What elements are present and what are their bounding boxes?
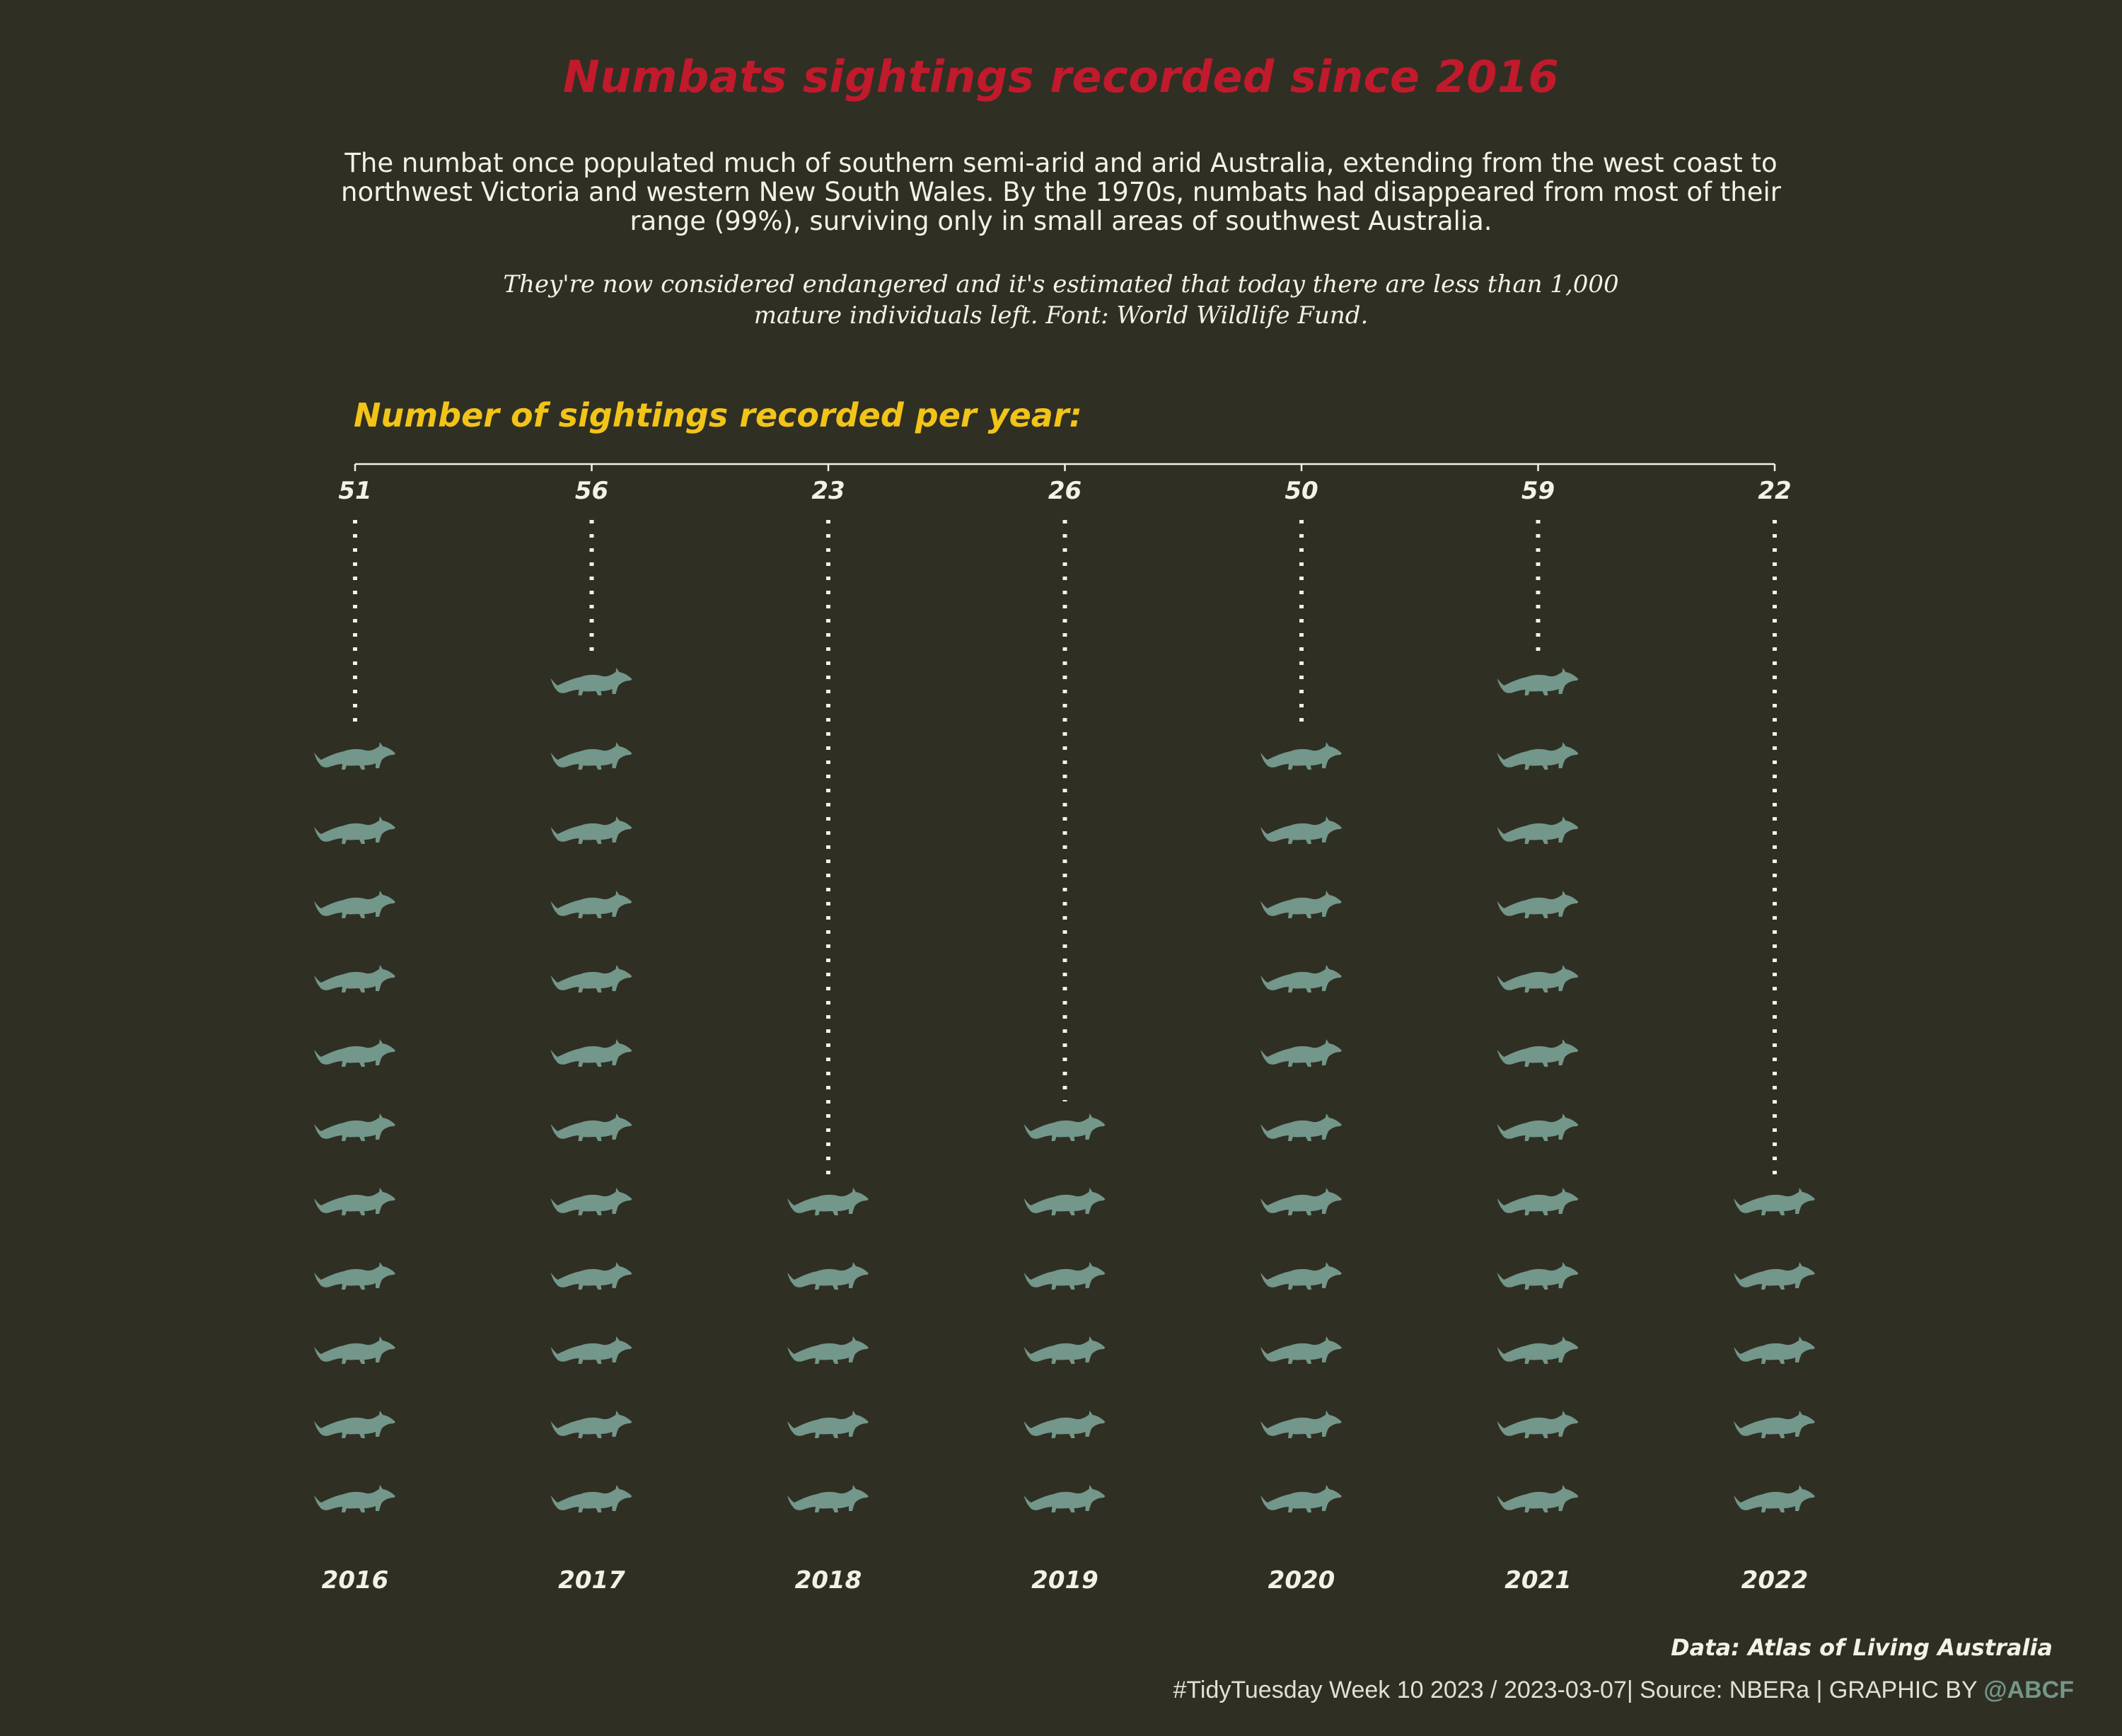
numbat-icon [314, 1039, 395, 1067]
year-label: 2021 [1504, 1566, 1572, 1595]
numbat-icon [1497, 891, 1579, 918]
numbat-icon [787, 1262, 869, 1290]
numbat-icon [1260, 1262, 1342, 1290]
numbat-icon [550, 816, 632, 844]
numbat-icon [550, 1485, 632, 1512]
year-label: 2018 [795, 1566, 862, 1595]
numbat-icon [1260, 1336, 1342, 1364]
value-label: 22 [1758, 477, 1791, 505]
numbat-icon [1024, 1188, 1106, 1215]
numbat-icon [787, 1411, 869, 1438]
chart-note: They're now considered endangered and it… [503, 270, 1619, 330]
numbat-icon [1497, 1113, 1579, 1141]
numbat-icon [550, 668, 632, 695]
numbat-icon [1497, 816, 1579, 844]
numbat-icon [1497, 965, 1579, 993]
numbat-icon [1024, 1411, 1106, 1438]
numbat-icon [1260, 965, 1342, 993]
year-label: 2019 [1031, 1566, 1098, 1595]
value-label: 23 [811, 477, 845, 505]
numbat-icon [550, 1039, 632, 1067]
numbat-icon [314, 891, 395, 918]
year-label: 2022 [1741, 1566, 1809, 1595]
numbat-icon [550, 1113, 632, 1141]
numbat-icon [314, 965, 395, 993]
chart-description: The numbat once populated much of southe… [341, 148, 1781, 236]
numbat-icon [1734, 1188, 1815, 1215]
numbat-icon [314, 1113, 395, 1141]
numbat-icon [1024, 1485, 1106, 1512]
year-label: 2017 [558, 1566, 625, 1595]
numbat-icon [314, 816, 395, 844]
numbat-icon [1497, 1262, 1579, 1290]
numbat-icon [1260, 1113, 1342, 1141]
chart-subtitle: Number of sightings recorded per year: [354, 396, 1082, 434]
numbat-icon [1497, 742, 1579, 770]
numbat-icon [550, 891, 632, 918]
value-label: 59 [1521, 477, 1555, 505]
numbat-icon [1024, 1336, 1106, 1364]
numbat-icon [1734, 1411, 1815, 1438]
numbat-icon [314, 1188, 395, 1215]
numbat-icon [1734, 1485, 1815, 1512]
numbat-icon [550, 1336, 632, 1364]
numbat-icon [1260, 1411, 1342, 1438]
numbat-icon [550, 1411, 632, 1438]
value-label: 50 [1285, 477, 1318, 505]
data-credit: Data: Atlas of Living Australia [1671, 1634, 2053, 1661]
numbat-icon [550, 1262, 632, 1290]
caption: #TidyTuesday Week 10 2023 / 2023-03-07| … [1173, 1677, 2075, 1704]
numbat-icon [550, 965, 632, 993]
numbat-icon [1734, 1336, 1815, 1364]
numbat-icon [787, 1188, 869, 1215]
numbat-icon [314, 742, 395, 770]
numbat-icon [550, 1188, 632, 1215]
numbat-icon [1497, 1039, 1579, 1067]
value-label: 51 [338, 477, 371, 505]
chart-title: Numbats sightings recorded since 2016 [562, 51, 1560, 103]
numbat-icon [1497, 1485, 1579, 1512]
numbat-icon [314, 1336, 395, 1364]
numbat-icon [1260, 1485, 1342, 1512]
numbat-icon [1497, 1336, 1579, 1364]
numbat-icon [314, 1411, 395, 1438]
numbat-icon [1497, 1411, 1579, 1438]
numbat-icon [1497, 1188, 1579, 1215]
numbat-icon [1260, 1188, 1342, 1215]
numbat-icon [1260, 1039, 1342, 1067]
numbat-icon [550, 742, 632, 770]
value-label: 56 [575, 477, 608, 505]
numbat-icon [787, 1336, 869, 1364]
caption-text: #TidyTuesday Week 10 2023 / 2023-03-07| … [1173, 1677, 1984, 1703]
numbat-icon [314, 1262, 395, 1290]
author-handle: @ABCF [1983, 1677, 2074, 1703]
numbat-icon [1024, 1262, 1106, 1290]
year-label: 2016 [322, 1566, 389, 1595]
numbat-icon [1497, 668, 1579, 695]
numbat-icon [787, 1485, 869, 1512]
numbat-icon [1734, 1262, 1815, 1290]
year-label: 2020 [1268, 1566, 1335, 1595]
numbat-icon [1260, 891, 1342, 918]
numbat-icon [1024, 1113, 1106, 1141]
numbat-icon [1260, 742, 1342, 770]
numbat-icon [1260, 816, 1342, 844]
value-label: 26 [1048, 477, 1082, 505]
numbat-icon [314, 1485, 395, 1512]
